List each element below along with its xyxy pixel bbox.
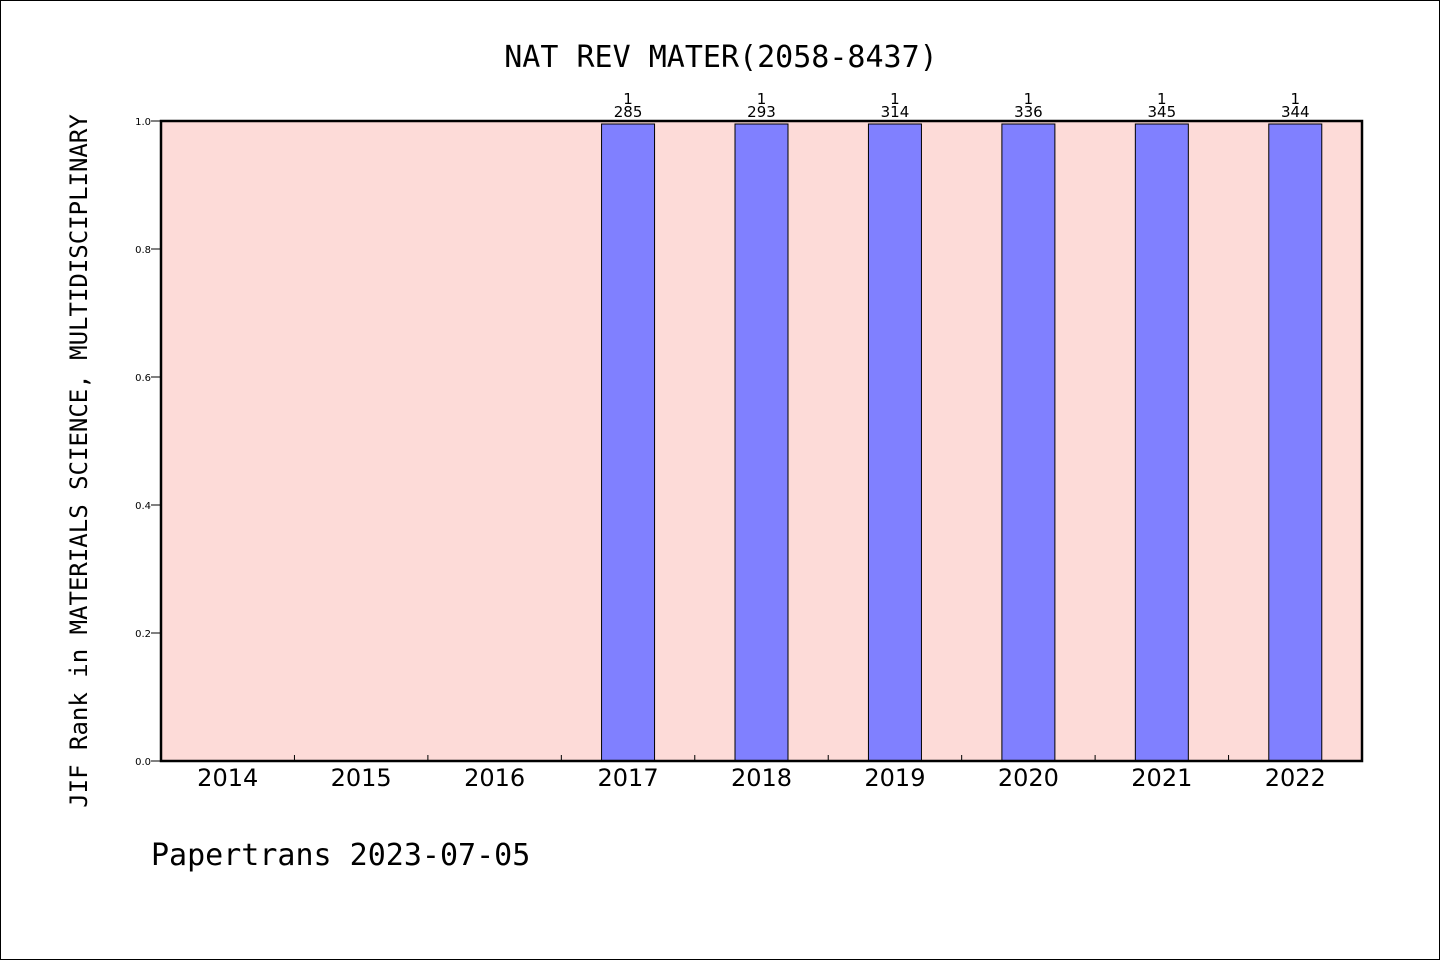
y-tick-label-0.8: 0.8 (135, 245, 151, 256)
x-tick-label-2022: 2022 (1265, 764, 1326, 792)
bar-label-rank-2020: 1 (1024, 90, 1034, 108)
bar-label-rank-2017: 1 (623, 90, 633, 108)
bar-2019 (867, 123, 922, 762)
x-tick-label-2015: 2015 (331, 764, 392, 792)
y-tick-label-0.0: 0.0 (135, 757, 151, 768)
y-tick-label-0.6: 0.6 (135, 373, 151, 384)
x-tick-label-2021: 2021 (1131, 764, 1192, 792)
x-tick-label-2019: 2019 (864, 764, 925, 792)
y-axis-label: JIF Rank in MATERIALS SCIENCE, MULTIDISC… (65, 114, 93, 808)
x-tick-label-2016: 2016 (464, 764, 525, 792)
bar-2021 (1134, 123, 1189, 762)
bar-label-rank-2019: 1 (890, 90, 900, 108)
y-tick-label-0.2: 0.2 (135, 629, 151, 640)
plot-border (159, 119, 1364, 763)
bar-label-total-2018: 293 (747, 103, 776, 121)
bar-label-total-2022: 344 (1281, 103, 1310, 121)
chart-title: NAT REV MATER(2058-8437) (504, 40, 937, 75)
plot-area: 2014 2015 20161285201712932018131420191336… (135, 90, 1364, 792)
bar-label-total-2021: 345 (1148, 103, 1177, 121)
bar-2017 (601, 123, 656, 762)
bar-2018 (734, 123, 789, 762)
y-tick-label-1.0: 1.0 (135, 117, 151, 128)
x-tick-label-2020: 2020 (998, 764, 1059, 792)
bar-label-rank-2022: 1 (1291, 90, 1301, 108)
bar-label-total-2020: 336 (1014, 103, 1043, 121)
bar-2022 (1268, 123, 1323, 762)
bar-label-rank-2021: 1 (1157, 90, 1167, 108)
footer-credit: Papertrans 2023-07-05 (151, 838, 530, 873)
y-tick-label-0.4: 0.4 (135, 501, 151, 512)
bar-2020 (1001, 123, 1056, 762)
bar-label-total-2017: 285 (614, 103, 643, 121)
bar-label-total-2019: 314 (881, 103, 910, 121)
x-tick-label-2017: 2017 (598, 764, 659, 792)
x-tick-label-2018: 2018 (731, 764, 792, 792)
bar-label-rank-2018: 1 (757, 90, 767, 108)
x-tick-label-2014: 2014 (197, 764, 258, 792)
